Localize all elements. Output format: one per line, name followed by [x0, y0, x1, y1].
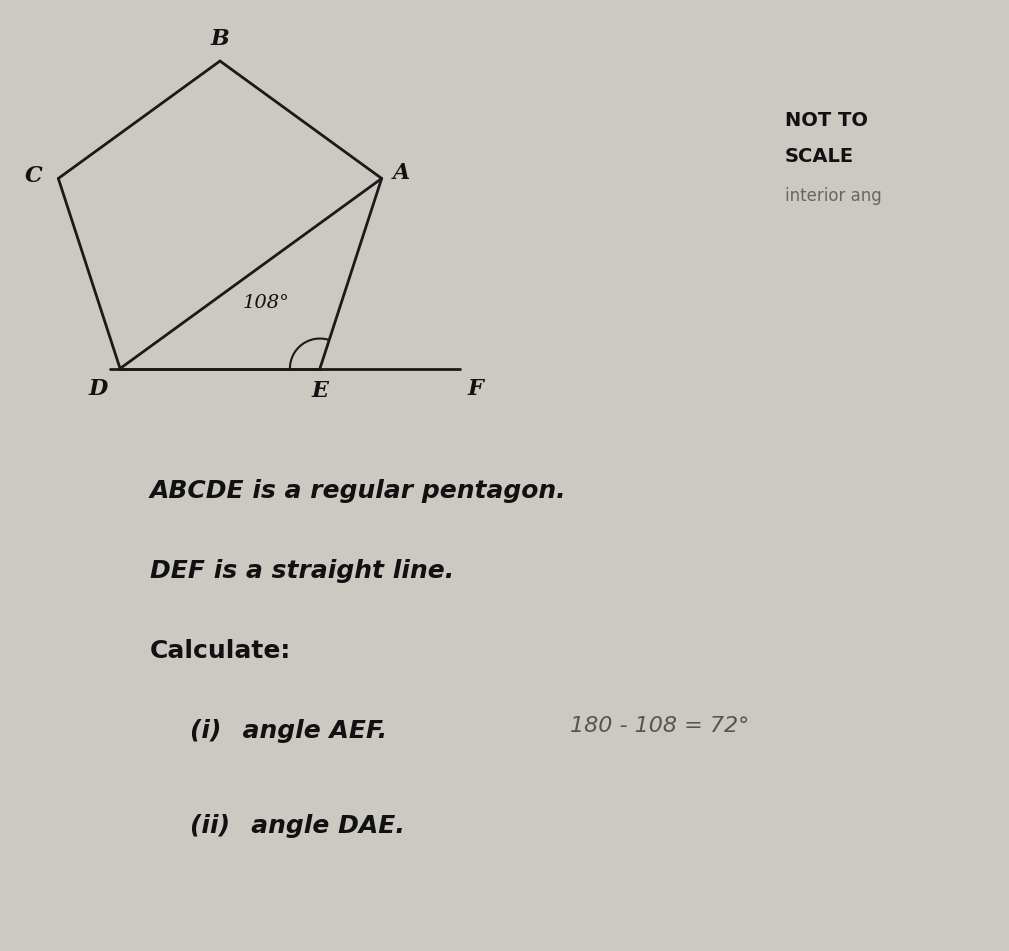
- Text: NOT TO: NOT TO: [785, 111, 868, 130]
- Text: Calculate:: Calculate:: [150, 639, 292, 663]
- Text: 180 - 108 = 72°: 180 - 108 = 72°: [570, 716, 750, 736]
- Text: A: A: [394, 163, 411, 184]
- Text: interior ang: interior ang: [785, 187, 882, 205]
- Text: C: C: [24, 165, 42, 187]
- Text: (i)  angle AEF.: (i) angle AEF.: [190, 719, 387, 743]
- Text: D: D: [89, 378, 108, 399]
- Text: (ii)  angle DAE.: (ii) angle DAE.: [190, 814, 405, 838]
- Text: DEF is a straight line.: DEF is a straight line.: [150, 559, 454, 583]
- Text: B: B: [211, 28, 229, 50]
- Text: ABCDE is a regular pentagon.: ABCDE is a regular pentagon.: [150, 479, 567, 503]
- Text: F: F: [467, 378, 482, 399]
- Text: E: E: [312, 379, 328, 401]
- Text: 108°: 108°: [242, 294, 290, 312]
- Text: SCALE: SCALE: [785, 146, 855, 165]
